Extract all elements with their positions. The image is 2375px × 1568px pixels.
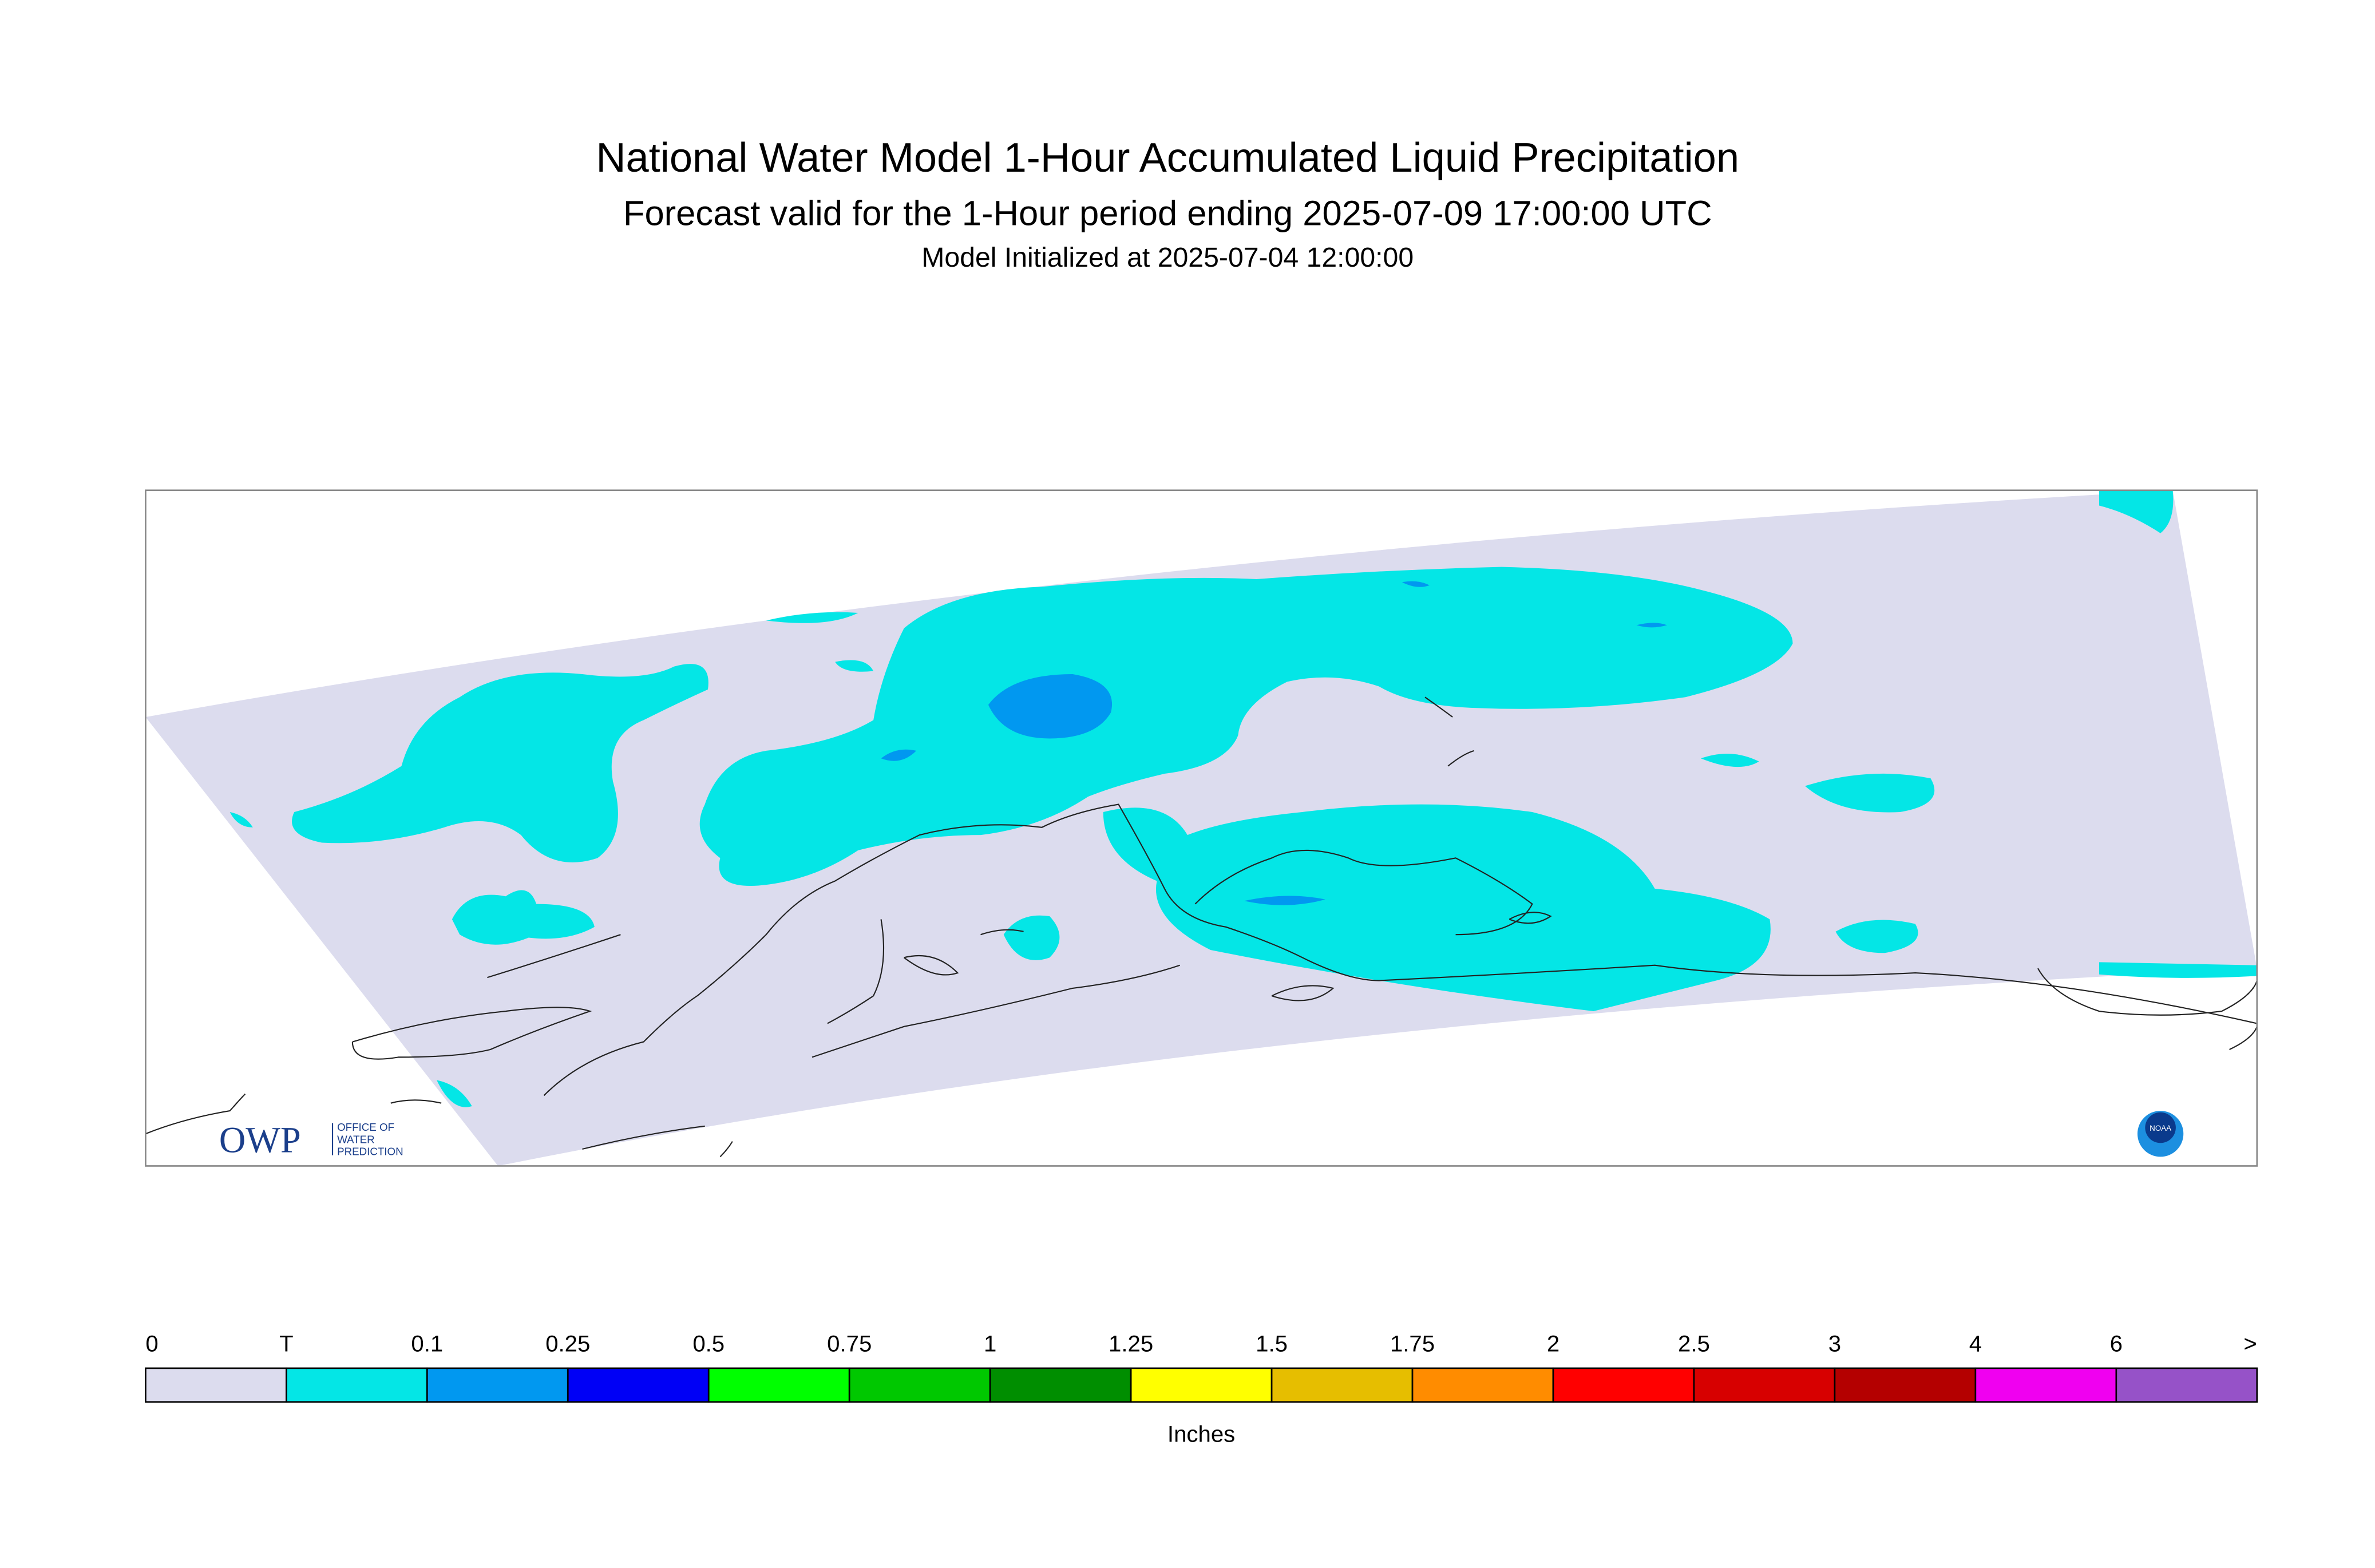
map-frame [145, 489, 2258, 1167]
legend-label: 0.5 [692, 1331, 725, 1356]
legend-swatch [1552, 1367, 1695, 1403]
legend-swatch [1411, 1367, 1554, 1403]
owp-logo: OWP OFFICE OF WATER PREDICTION [219, 1119, 403, 1160]
legend-label: 6 [2110, 1331, 2123, 1356]
coastline [145, 696, 2257, 1158]
precip-light [881, 581, 1668, 905]
legend-label: 1.75 [1390, 1331, 1435, 1356]
legend-label: 0.1 [411, 1331, 443, 1356]
legend-label: 1.25 [1109, 1331, 1153, 1356]
legend-label: 1.5 [1256, 1331, 1288, 1356]
legend-swatch [567, 1367, 710, 1403]
legend-units: Inches [1167, 1421, 1235, 1447]
legend: 0 T 0.1 0.25 0.5 0.75 1 1.25 1.5 1.75 2 2.5 3 4 6 > [145, 1331, 2258, 1403]
legend-label: 4 [1969, 1331, 1982, 1356]
legend-swatch [1693, 1367, 1836, 1403]
legend-swatch [2115, 1367, 2258, 1403]
legend-swatch [426, 1367, 569, 1403]
legend-swatch [989, 1367, 1132, 1403]
legend-label: 0.25 [545, 1331, 590, 1356]
legend-label: 0 [145, 1331, 158, 1356]
legend-label: 0.75 [827, 1331, 872, 1356]
legend-label: 3 [1828, 1331, 1841, 1356]
legend-label: T [279, 1331, 294, 1356]
noaa-inner [2145, 1112, 2176, 1143]
legend-label: > [2243, 1331, 2257, 1356]
legend-swatch [145, 1367, 287, 1403]
precip-trace [229, 490, 2257, 1107]
noaa-text: NOAA [2150, 1124, 2171, 1133]
legend-swatch [1130, 1367, 1273, 1403]
legend-swatch [1270, 1367, 1414, 1403]
owp-text: PREDICTION [337, 1146, 403, 1158]
legend-swatch [707, 1367, 850, 1403]
legend-swatch [1834, 1367, 1977, 1403]
title: National Water Model 1-Hour Accumulated … [596, 135, 1739, 181]
map [145, 490, 2257, 1166]
legend-label: 1 [984, 1331, 996, 1356]
legend-swatch [1974, 1367, 2117, 1403]
legend-label: 2 [1547, 1331, 1559, 1356]
owp-text: OFFICE OF [337, 1121, 394, 1133]
subtitle: Forecast valid for the 1-Hour period end… [623, 194, 1712, 233]
owp-text: WATER [337, 1133, 375, 1145]
init-time: Model Initialized at 2025-07-04 12:00:00 [921, 242, 1414, 273]
legend-swatch [848, 1367, 991, 1403]
owp-mark: OWP [219, 1119, 301, 1160]
noaa-logo: NOAA [2137, 1111, 2184, 1157]
legend-label: 2.5 [1678, 1331, 1710, 1356]
legend-swatch [286, 1367, 428, 1403]
